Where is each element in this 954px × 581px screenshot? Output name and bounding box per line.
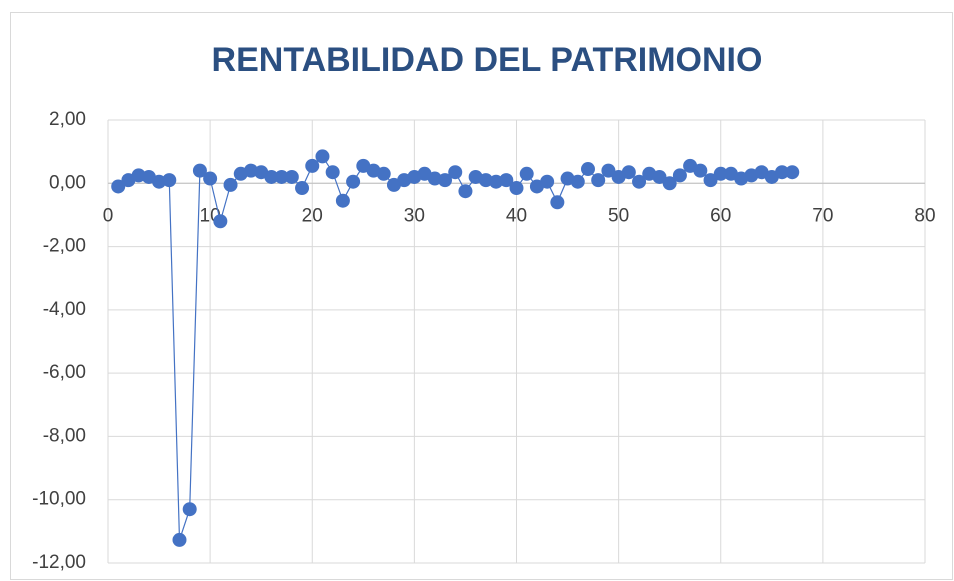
data-point: [703, 173, 718, 188]
data-point: [305, 158, 320, 173]
data-point: [601, 163, 616, 178]
data-point: [335, 193, 350, 208]
data-point: [315, 149, 330, 164]
x-tick-label: 20: [302, 205, 323, 226]
y-tick-label: -12,00: [32, 552, 86, 573]
data-point: [162, 173, 177, 188]
data-point: [182, 502, 197, 517]
data-point: [325, 165, 340, 180]
data-point: [203, 171, 218, 186]
x-tick-label: 80: [914, 205, 935, 226]
data-point: [570, 174, 585, 189]
x-tick-label: 60: [710, 205, 731, 226]
x-tick-label: 70: [812, 205, 833, 226]
data-point: [652, 169, 667, 184]
data-point: [223, 177, 238, 192]
y-tick-label: 2,00: [49, 109, 86, 130]
data-point: [284, 169, 299, 184]
y-tick-label: -8,00: [43, 425, 86, 446]
data-point: [591, 173, 606, 188]
data-point: [499, 173, 514, 188]
data-point: [213, 214, 228, 229]
data-point: [448, 165, 463, 180]
data-point: [519, 166, 534, 181]
x-tick-label: 50: [608, 205, 629, 226]
data-point: [672, 168, 687, 183]
data-point: [693, 163, 708, 178]
data-point: [438, 173, 453, 188]
x-tick-label: 0: [103, 205, 114, 226]
data-point: [458, 184, 473, 199]
data-point: [509, 181, 524, 196]
data-point: [775, 165, 790, 180]
data-point: [580, 162, 595, 177]
y-tick-label: -6,00: [43, 362, 86, 383]
x-tick-label: 30: [404, 205, 425, 226]
data-point: [192, 163, 207, 178]
y-tick-label: 0,00: [49, 172, 86, 193]
chart-border: [10, 12, 953, 580]
data-point: [662, 176, 677, 191]
data-point: [172, 532, 187, 547]
data-point: [785, 165, 800, 180]
y-tick-label: -2,00: [43, 236, 86, 257]
y-tick-label: -10,00: [32, 489, 86, 510]
data-point: [550, 195, 565, 210]
data-point: [274, 169, 289, 184]
data-point: [540, 174, 555, 189]
data-point: [346, 174, 361, 189]
chart-title: RENTABILIDAD DEL PATRIMONIO: [212, 41, 763, 79]
data-point: [632, 174, 647, 189]
x-tick-label: 40: [506, 205, 527, 226]
data-point: [621, 165, 636, 180]
data-point: [376, 166, 391, 181]
data-point: [111, 179, 126, 194]
y-tick-label: -4,00: [43, 299, 86, 320]
data-point: [713, 166, 728, 181]
data-point: [295, 181, 310, 196]
data-point: [264, 169, 279, 184]
